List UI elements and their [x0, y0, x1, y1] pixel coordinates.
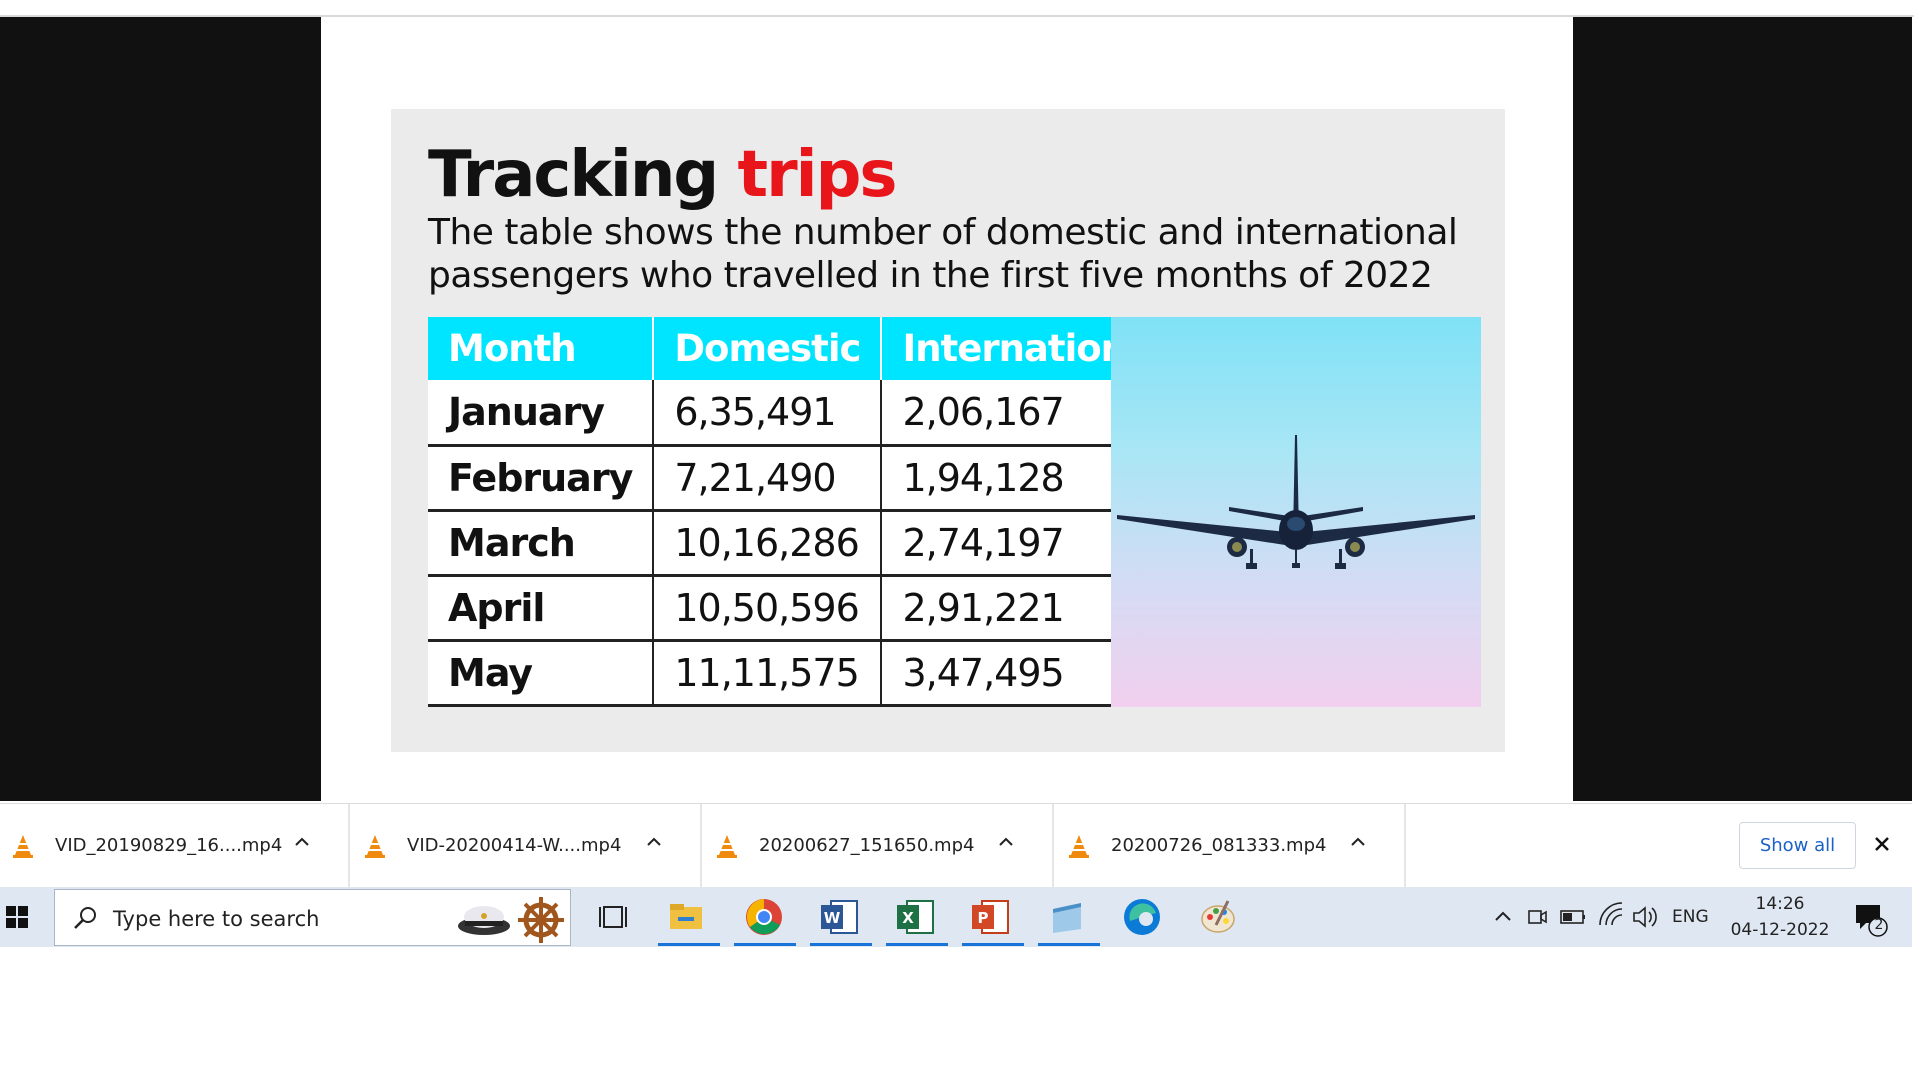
notification-badge: 2 [1874, 917, 1884, 933]
close-icon[interactable] [1870, 832, 1894, 856]
title-accent: trips [737, 138, 897, 212]
chrome-icon[interactable] [742, 895, 786, 939]
file-explorer-active-indicator [658, 943, 720, 946]
search-icon [74, 907, 96, 929]
infographic-subtitle: The table shows the number of domestic a… [428, 212, 1458, 296]
chevron-up-icon[interactable] [292, 832, 312, 852]
chevron-up-icon[interactable] [1348, 832, 1368, 852]
notepad-icon[interactable] [1045, 895, 1089, 939]
volume-icon[interactable] [1630, 887, 1660, 947]
chevron-up-icon[interactable] [996, 832, 1016, 852]
battery-icon[interactable] [1558, 887, 1588, 947]
infographic-title: Tracking trips [428, 138, 897, 212]
vlc-cone-icon [1069, 835, 1089, 858]
airplane-photo [1111, 317, 1481, 707]
airplane-icon [1117, 435, 1475, 569]
table-header-row: Month Domestic International [428, 317, 1182, 380]
table-row: March 10,16,286 2,74,197 [428, 510, 1182, 577]
powerpoint-active-indicator [962, 943, 1024, 946]
download-item[interactable]: VID_20190829_16....mp4 [0, 804, 350, 887]
svg-text:X: X [902, 909, 914, 927]
vlc-cone-icon [365, 835, 385, 858]
cell-domestic: 10,16,286 [653, 510, 883, 577]
taskbar-search-box[interactable]: Type here to search [54, 889, 571, 946]
cell-month: January [428, 380, 655, 447]
letterbox-left [0, 17, 321, 801]
meet-now-icon[interactable] [1524, 887, 1550, 947]
download-item[interactable]: 20200726_081333.mp4 [1056, 804, 1406, 887]
show-all-button[interactable]: Show all [1739, 822, 1856, 869]
chevron-up-icon[interactable] [644, 832, 664, 852]
table-row: May 11,11,575 3,47,495 [428, 640, 1182, 707]
cell-month: March [428, 510, 655, 577]
excel-icon[interactable]: X [893, 895, 937, 939]
table-row: February 7,21,490 1,94,128 [428, 445, 1182, 512]
title-main: Tracking [428, 138, 719, 212]
download-item[interactable]: VID-20200414-W....mp4 [352, 804, 702, 887]
header-domestic: Domestic [653, 317, 883, 380]
vlc-cone-icon [717, 835, 737, 858]
header-month: Month [428, 317, 655, 380]
download-filename: 20200627_151650.mp4 [759, 835, 975, 856]
paint-icon[interactable] [1196, 895, 1240, 939]
table-row: January 6,35,491 2,06,167 [428, 380, 1182, 447]
svg-text:W: W [824, 909, 841, 927]
excel-active-indicator [886, 943, 948, 946]
clock-date[interactable]: 04-12-2022 [1730, 920, 1830, 940]
downloads-bar: VID_20190829_16....mp4 VID-20200414-W...… [0, 803, 1912, 887]
cell-domestic: 11,11,575 [653, 640, 883, 707]
captain-hat-icon [458, 906, 510, 935]
window-top-border [0, 15, 1914, 17]
passenger-table: Month Domestic International January 6,3… [428, 317, 1182, 707]
search-placeholder: Type here to search [113, 907, 320, 931]
download-filename: VID-20200414-W....mp4 [407, 835, 622, 856]
svg-text:P: P [978, 909, 989, 927]
language-indicator[interactable]: ENG [1672, 907, 1709, 927]
wifi-icon[interactable] [1596, 887, 1626, 947]
powerpoint-icon[interactable]: P [968, 895, 1012, 939]
task-view-icon[interactable] [594, 895, 638, 939]
cell-month: April [428, 575, 655, 642]
table-row: April 10,50,596 2,91,221 [428, 575, 1182, 642]
file-explorer-icon[interactable] [664, 895, 708, 939]
cell-domestic: 7,21,490 [653, 445, 883, 512]
chrome-active-indicator [734, 943, 796, 946]
cell-month: May [428, 640, 655, 707]
vlc-cone-icon [13, 835, 33, 858]
cell-domestic: 10,50,596 [653, 575, 883, 642]
ships-wheel-icon [518, 897, 564, 943]
download-filename: VID_20190829_16....mp4 [55, 835, 283, 856]
download-filename: 20200726_081333.mp4 [1111, 835, 1327, 856]
clock-time[interactable]: 14:26 [1755, 894, 1805, 914]
cell-domestic: 6,35,491 [653, 380, 883, 447]
word-active-indicator [810, 943, 872, 946]
windows-start-icon[interactable] [0, 887, 48, 947]
notepad-active-indicator [1038, 943, 1100, 946]
cell-month: February [428, 445, 655, 512]
edge-icon[interactable] [1120, 895, 1164, 939]
chevron-up-icon[interactable] [1490, 887, 1516, 947]
notification-center-icon[interactable] [1852, 887, 1892, 947]
letterbox-right [1573, 17, 1912, 801]
word-icon[interactable]: W [817, 895, 861, 939]
taskbar: Type here to search W X P ENG 14:26 04-1… [0, 887, 1912, 947]
download-item[interactable]: 20200627_151650.mp4 [704, 804, 1054, 887]
